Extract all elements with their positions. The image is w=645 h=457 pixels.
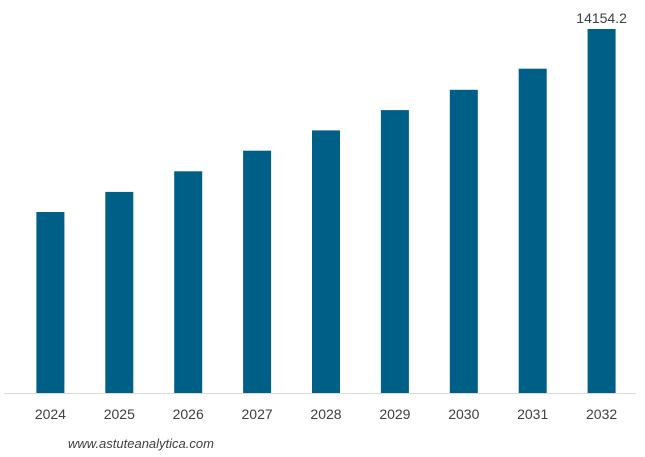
x-tick-label: 2027 [242,406,273,422]
data-labels: 14154.2 [576,10,627,26]
bar-2026 [174,171,203,393]
x-tick-label: 2032 [586,406,617,422]
bar-2030 [449,89,478,394]
x-tick-label: 2024 [35,406,66,422]
x-tick-label: 2028 [310,406,341,422]
data-label: 14154.2 [576,10,627,26]
x-tick-label: 2031 [517,406,548,422]
bar-2024 [36,212,65,393]
x-tick-label: 2030 [448,406,479,422]
bars-group [36,29,616,394]
bar-2032 [587,29,616,393]
bar-2028 [312,130,340,393]
bar-2025 [105,191,134,393]
x-tick-label: 2029 [379,406,410,422]
bar-2031 [518,68,547,393]
x-tick-label: 2025 [104,406,135,422]
bar-2029 [380,110,409,393]
bar-2027 [243,150,272,393]
source-watermark: www.astuteanalytica.com [68,436,214,451]
x-tick-labels: 2024 2025 2026 2027 2028 2029 2030 2031 2032 [35,406,618,422]
x-tick-label: 2026 [173,406,204,422]
